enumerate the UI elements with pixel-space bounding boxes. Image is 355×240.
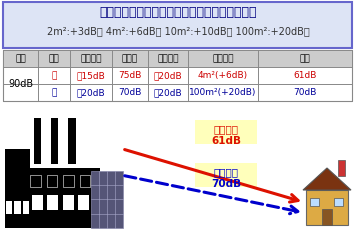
FancyBboxPatch shape [3,2,352,48]
Text: 壁: 壁 [51,88,57,97]
Bar [68,118,76,164]
Text: －20dB: －20dB [154,71,182,80]
Bar [78,195,89,210]
Bar [51,118,59,164]
Bar [32,195,43,210]
Text: 100m²(+20dB): 100m²(+20dB) [189,88,257,97]
Bar [3,50,352,67]
Bar [14,200,21,214]
Bar [306,190,348,225]
Text: 70dB: 70dB [118,88,142,97]
Bar [47,175,57,187]
Text: 窓の影響
61dB: 窓の影響 61dB [211,124,241,146]
Bar [91,171,123,228]
Bar [80,175,90,187]
FancyBboxPatch shape [195,120,257,144]
Text: 2m²:+3dB， 4m²:+6dB， 10m²:+10dB， 100m²:+20dB，: 2m²:+3dB， 4m²:+6dB， 10m²:+10dB， 100m²:+2… [47,26,309,36]
Bar [3,50,352,101]
Polygon shape [303,168,351,190]
Bar [310,198,319,206]
Text: 61dB: 61dB [293,71,317,80]
Text: 面積効果: 面積効果 [212,54,234,63]
Text: 屋内: 屋内 [15,54,26,63]
Text: 70dB: 70dB [293,88,317,97]
Text: －15dB: －15dB [77,71,105,80]
Bar [34,118,41,164]
Text: －20dB: －20dB [77,88,105,97]
Bar [63,195,74,210]
Bar [47,195,58,210]
Bar [6,200,12,214]
Text: 部位: 部位 [49,54,59,63]
Bar [338,160,345,176]
Text: 騑音の放射面が大きい場合は面積効果を考える: 騑音の放射面が大きい場合は面積効果を考える [99,6,257,19]
Bar [30,175,41,187]
Bar [63,175,73,187]
Text: －20dB: －20dB [154,88,182,97]
Text: 90dB: 90dB [8,79,33,89]
Bar [322,209,332,225]
Bar [334,198,343,206]
Bar [23,200,29,214]
Text: 遥音性能: 遥音性能 [80,54,102,63]
Text: 窓: 窓 [51,71,57,80]
Text: 75dB: 75dB [118,71,142,80]
Text: 4m²(+6dB): 4m²(+6dB) [198,71,248,80]
Bar [26,168,100,228]
Text: 透過音: 透過音 [122,54,138,63]
Text: 距離減衰: 距離減衰 [157,54,179,63]
Bar [5,149,30,228]
FancyBboxPatch shape [195,163,257,187]
Text: 壁の影響
70dB: 壁の影響 70dB [211,167,241,189]
Text: 影響: 影響 [300,54,310,63]
